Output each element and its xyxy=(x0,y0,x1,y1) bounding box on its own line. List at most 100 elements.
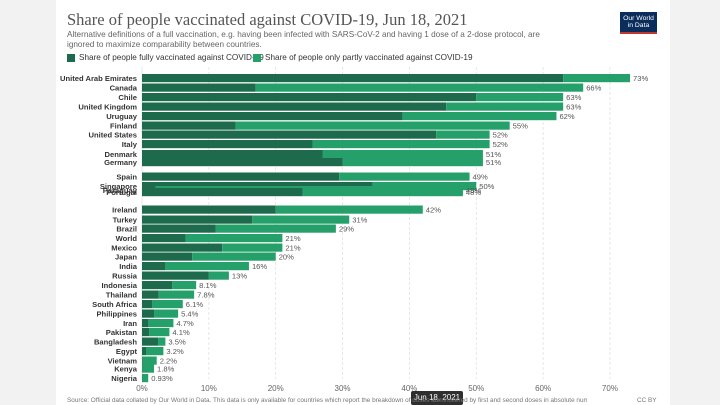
bar-row[interactable]: Egypt 3.2% xyxy=(116,347,184,356)
value-label: 13% xyxy=(232,272,247,281)
bar-partly[interactable] xyxy=(342,158,483,167)
bar-fully[interactable] xyxy=(142,150,323,159)
bar-partly[interactable] xyxy=(142,356,157,365)
left-margin xyxy=(0,0,56,405)
bar-fully[interactable] xyxy=(142,234,186,243)
bar-fully[interactable] xyxy=(142,328,150,337)
bar-fully[interactable] xyxy=(142,205,276,214)
bar-fully[interactable] xyxy=(142,121,236,130)
bar-partly[interactable] xyxy=(563,74,630,83)
bar-partly[interactable] xyxy=(165,262,249,271)
bar-row[interactable]: Vietnam 2.2% xyxy=(108,356,178,366)
bar-partly[interactable] xyxy=(208,271,229,280)
bar-fully[interactable] xyxy=(142,93,477,102)
bar-fully[interactable] xyxy=(142,215,253,224)
bar-row[interactable]: United Arab Emirates 73% xyxy=(60,74,648,83)
bar-row[interactable]: Italy 52% xyxy=(122,140,508,149)
bar-row[interactable]: Mexico 21% xyxy=(111,243,301,253)
bar-partly[interactable] xyxy=(142,364,155,373)
bar-partly[interactable] xyxy=(185,234,283,243)
bar-partly[interactable] xyxy=(255,83,584,92)
bar-fully[interactable] xyxy=(142,112,403,121)
bar-fully[interactable] xyxy=(142,309,155,318)
bar-fully[interactable] xyxy=(142,337,159,346)
bar-fully[interactable] xyxy=(142,262,166,271)
bar-partly[interactable] xyxy=(158,337,166,346)
bar-partly[interactable] xyxy=(192,252,276,261)
bar-partly[interactable] xyxy=(215,224,336,233)
bar-partly[interactable] xyxy=(302,188,463,197)
bar-partly[interactable] xyxy=(222,243,283,252)
bar-fully[interactable] xyxy=(142,281,173,290)
bar-fully[interactable] xyxy=(142,271,209,280)
bar-partly[interactable] xyxy=(252,215,350,224)
bar-fully[interactable] xyxy=(142,140,313,149)
bar-partly[interactable] xyxy=(172,281,197,290)
bar-row[interactable]: Philippines 5.4% xyxy=(96,309,199,319)
bar-row[interactable]: Russia 13% xyxy=(112,271,247,281)
bar-fully[interactable] xyxy=(142,83,256,92)
bar-fully[interactable] xyxy=(142,300,153,309)
bar-partly[interactable] xyxy=(146,347,164,356)
bar-partly[interactable] xyxy=(322,150,483,159)
bar-row[interactable]: Turkey 31% xyxy=(113,215,368,225)
bar-fully[interactable] xyxy=(142,243,223,252)
bar-row[interactable]: World 21% xyxy=(116,234,301,243)
bar-partly[interactable] xyxy=(402,112,557,121)
bar-fully[interactable] xyxy=(142,356,143,365)
bar-fully[interactable] xyxy=(142,130,437,139)
bar-fully[interactable] xyxy=(142,290,159,299)
bar-row[interactable]: Germany 51% xyxy=(104,158,501,167)
bar-row[interactable]: Denmark 51% xyxy=(105,150,502,159)
bar-partly[interactable] xyxy=(446,102,564,111)
country-label: India xyxy=(119,262,137,271)
bar-row[interactable]: United Kingdom 63% xyxy=(78,102,582,112)
bar-partly[interactable] xyxy=(235,121,510,130)
bar-row[interactable]: Canada 66% xyxy=(110,83,602,93)
bar-row[interactable]: Ireland 42% xyxy=(112,205,441,215)
bar-row[interactable]: Japan 20% xyxy=(115,252,294,262)
bar-fully[interactable] xyxy=(142,347,147,356)
bar-fully[interactable] xyxy=(142,224,216,233)
bar-row[interactable]: India 16% xyxy=(119,262,267,271)
bar-row[interactable]: Pakistan 4.1% xyxy=(106,328,190,337)
bar-partly[interactable] xyxy=(339,172,470,181)
bar-row[interactable]: Indonesia 8.1% xyxy=(102,281,217,290)
bar-row[interactable]: Thailand 7.8% xyxy=(106,290,215,300)
bar-fully[interactable] xyxy=(142,102,447,111)
bar-row[interactable]: Uruguay 62% xyxy=(106,112,575,121)
bar-fully[interactable] xyxy=(142,319,149,328)
bar-row[interactable]: South Africa 6.1% xyxy=(92,300,203,309)
bar-fully[interactable] xyxy=(142,252,193,261)
bar-row[interactable]: Bangladesh 3.5% xyxy=(94,337,186,347)
bar-fully[interactable] xyxy=(142,158,343,167)
bar-fully[interactable] xyxy=(142,74,564,83)
bar-partly[interactable] xyxy=(312,140,490,149)
bar-row[interactable]: Portugal 48% xyxy=(106,188,481,197)
bar-partly[interactable] xyxy=(148,319,174,328)
country-label: Philippines xyxy=(96,310,137,319)
bar-row[interactable]: Finland 55% xyxy=(110,121,528,131)
bar-row[interactable]: Kenya 1.8% xyxy=(114,364,175,374)
bar-partly[interactable] xyxy=(154,309,179,318)
bar-partly[interactable] xyxy=(149,328,170,337)
country-label: Indonesia xyxy=(102,281,138,290)
bar-partly[interactable] xyxy=(436,130,490,139)
bar-row[interactable]: Iran 4.7% xyxy=(123,319,194,328)
bar-row[interactable]: Brazil 29% xyxy=(116,224,354,234)
bar-partly[interactable] xyxy=(476,93,564,102)
owid-logo[interactable]: Our World in Data xyxy=(620,12,657,34)
bar-partly[interactable] xyxy=(158,290,195,299)
bar-partly[interactable] xyxy=(142,374,149,383)
bar-fully[interactable] xyxy=(142,188,303,197)
country-label: World xyxy=(116,234,138,243)
bar-row[interactable]: Chile 63% xyxy=(118,93,582,102)
bar-row[interactable]: Nigeria 0.93% xyxy=(111,374,173,383)
bar-fully[interactable] xyxy=(142,172,340,181)
bar-row[interactable]: Spain 49% xyxy=(116,172,488,182)
bar-row[interactable]: United States 52% xyxy=(88,130,508,140)
bar-partly[interactable] xyxy=(152,300,183,309)
bar-partly[interactable] xyxy=(275,205,423,214)
country-label: South Africa xyxy=(92,300,138,309)
license-link[interactable]: CC BY xyxy=(637,397,657,404)
